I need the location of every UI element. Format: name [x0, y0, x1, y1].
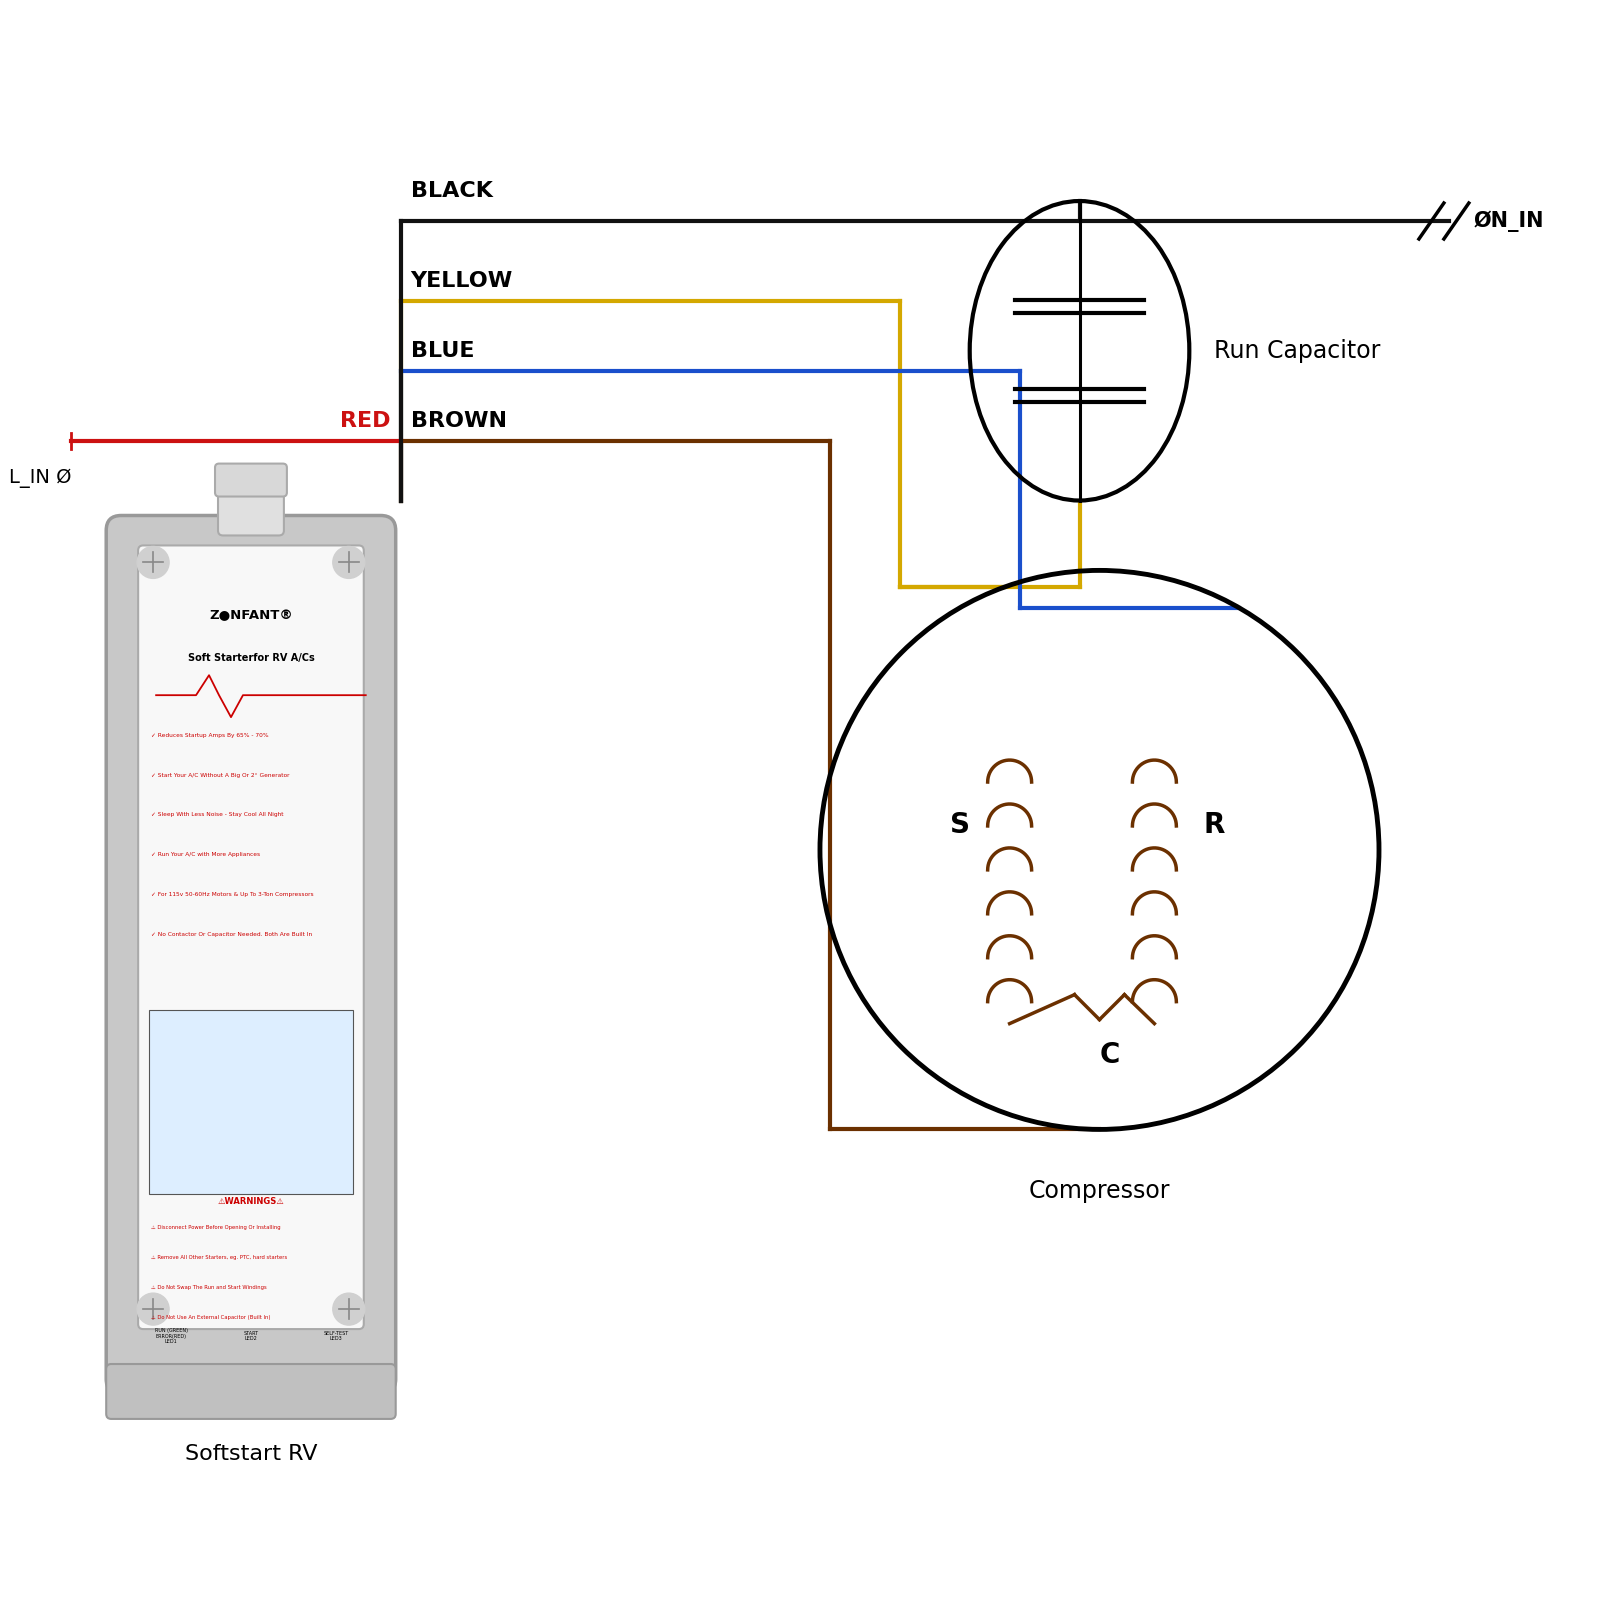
Text: ✓ Sleep With Less Noise - Stay Cool All Night: ✓ Sleep With Less Noise - Stay Cool All …: [150, 813, 283, 818]
Text: R: R: [1203, 811, 1226, 838]
Text: Softstart RV: Softstart RV: [184, 1443, 317, 1464]
Text: ✓ Run Your A/C with More Appliances: ✓ Run Your A/C with More Appliances: [150, 853, 261, 858]
FancyBboxPatch shape: [106, 515, 395, 1394]
FancyBboxPatch shape: [218, 480, 283, 536]
Circle shape: [333, 1293, 365, 1325]
Text: ✓ Reduces Startup Amps By 65% - 70%: ✓ Reduces Startup Amps By 65% - 70%: [150, 733, 269, 738]
Text: ⚠ Remove All Other Starters, eg. PTC, hard starters: ⚠ Remove All Other Starters, eg. PTC, ha…: [150, 1254, 288, 1259]
FancyBboxPatch shape: [106, 1365, 395, 1419]
Text: ⚠ Do Not Use An External Capacitor (Built In): ⚠ Do Not Use An External Capacitor (Buil…: [150, 1315, 270, 1320]
Text: RUN (GREEN)
ERROR(RED)
LED1: RUN (GREEN) ERROR(RED) LED1: [155, 1328, 187, 1344]
Text: BROWN: BROWN: [411, 411, 507, 430]
FancyBboxPatch shape: [149, 1010, 352, 1194]
Text: START
LED2: START LED2: [243, 1331, 259, 1341]
Circle shape: [138, 547, 170, 578]
Text: ✓ No Contactor Or Capacitor Needed. Both Are Built In: ✓ No Contactor Or Capacitor Needed. Both…: [150, 933, 312, 938]
Text: L_IN Ø: L_IN Ø: [10, 469, 72, 488]
Text: ⚠ Disconnect Power Before Opening Or Installing: ⚠ Disconnect Power Before Opening Or Ins…: [150, 1224, 280, 1230]
Text: Z●NFANT®: Z●NFANT®: [210, 610, 293, 622]
Text: ✓ For 115v 50-60Hz Motors & Up To 3-Ton Compressors: ✓ For 115v 50-60Hz Motors & Up To 3-Ton …: [150, 893, 314, 898]
Circle shape: [138, 1293, 170, 1325]
Text: Run Capacitor: Run Capacitor: [1214, 339, 1381, 363]
Text: S: S: [950, 811, 970, 838]
FancyBboxPatch shape: [214, 464, 286, 496]
FancyBboxPatch shape: [138, 546, 363, 1330]
Text: Soft Starterfor RV A/Cs: Soft Starterfor RV A/Cs: [187, 653, 314, 664]
Text: ✓ Start Your A/C Without A Big Or 2° Generator: ✓ Start Your A/C Without A Big Or 2° Gen…: [150, 773, 290, 778]
Text: BLUE: BLUE: [411, 341, 474, 360]
Text: Compressor: Compressor: [1029, 1179, 1170, 1203]
Circle shape: [333, 547, 365, 578]
Text: YELLOW: YELLOW: [411, 270, 514, 291]
Text: RED: RED: [341, 411, 390, 430]
Text: BLACK: BLACK: [411, 181, 493, 202]
Text: C: C: [1099, 1040, 1120, 1069]
Text: ØN_IN: ØN_IN: [1474, 210, 1544, 232]
Text: SELF-TEST
LED3: SELF-TEST LED3: [323, 1331, 349, 1341]
Text: ⚠ Do Not Swap The Run and Start Windings: ⚠ Do Not Swap The Run and Start Windings: [150, 1285, 267, 1290]
Text: ⚠WARNINGS⚠: ⚠WARNINGS⚠: [218, 1197, 285, 1206]
